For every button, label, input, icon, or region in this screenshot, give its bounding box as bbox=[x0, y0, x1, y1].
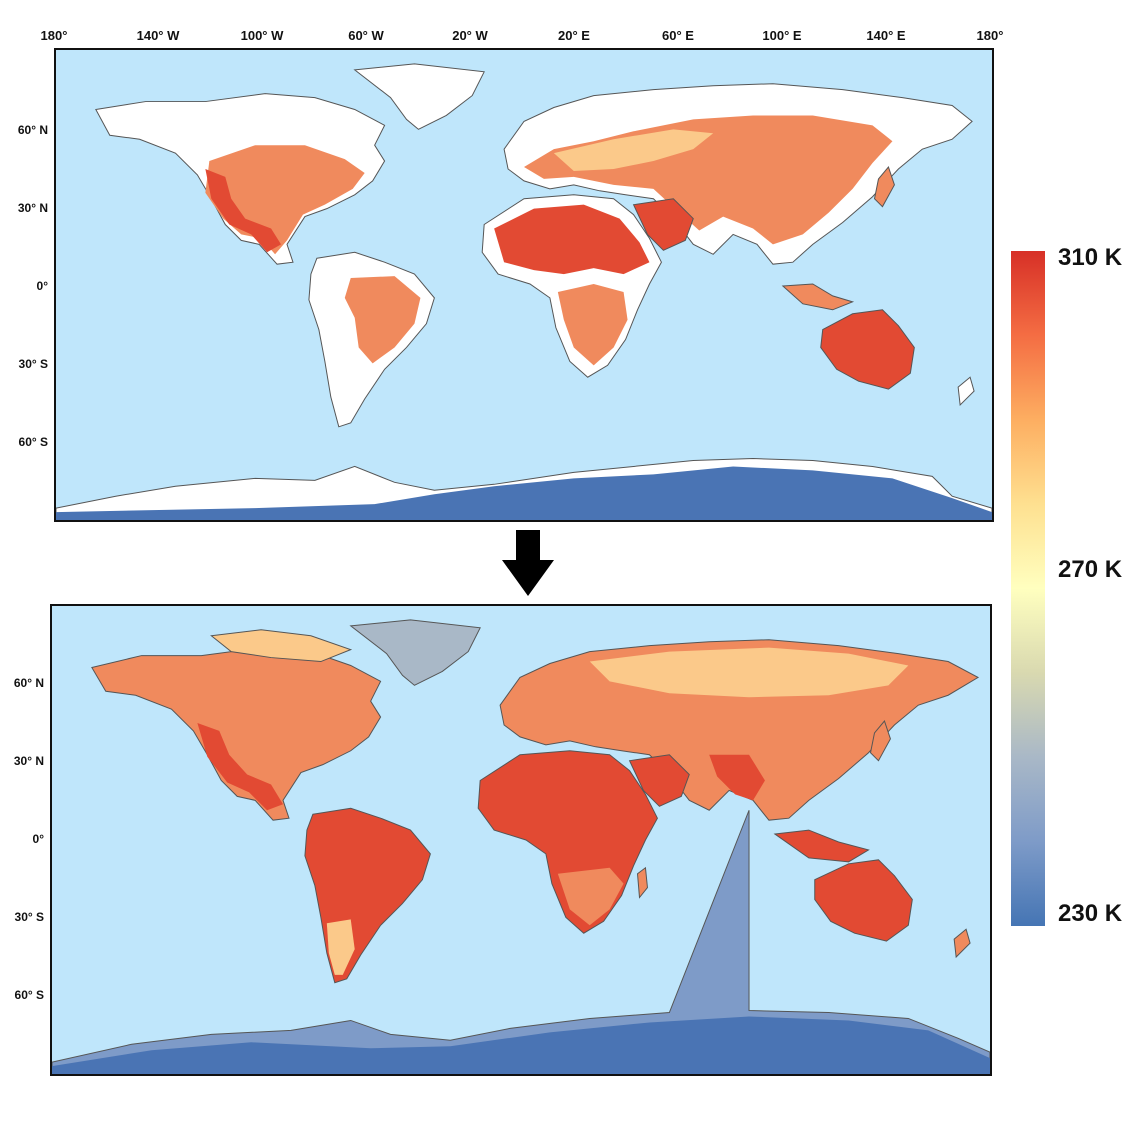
south-america-temp bbox=[344, 276, 421, 364]
legend-min-label: 230 K bbox=[1058, 900, 1123, 927]
japan bbox=[869, 720, 891, 762]
latitude-tick-label: 60° N bbox=[17, 123, 48, 137]
map-after-gap-filling bbox=[50, 604, 992, 1076]
longitude-tick-label: 140° E bbox=[866, 28, 906, 43]
latitude-tick-label: 30° N bbox=[17, 201, 48, 215]
greenland bbox=[349, 619, 481, 686]
down-arrow-icon bbox=[502, 530, 554, 596]
latitude-tick-label: 60° N bbox=[13, 676, 44, 690]
longitude-tick-label: 20° E bbox=[558, 28, 590, 43]
latitude-tick-label: 0° bbox=[32, 832, 44, 846]
legend-mid-label: 270 K bbox=[1058, 556, 1123, 583]
longitude-tick-label: 100° W bbox=[240, 28, 284, 43]
longitude-tick-label: 180° bbox=[40, 28, 68, 43]
longitude-tick-label: 20° W bbox=[452, 28, 488, 43]
longitude-tick-label: 60° W bbox=[348, 28, 384, 43]
longitude-tick-label: 100° E bbox=[762, 28, 802, 43]
latitude-tick-label: 30° N bbox=[13, 754, 44, 768]
temperature-colorbar bbox=[1011, 251, 1045, 926]
arabia bbox=[632, 198, 694, 251]
new-zealand bbox=[957, 376, 975, 407]
new-zealand bbox=[953, 928, 971, 959]
map-bottom-canvas bbox=[52, 606, 990, 1074]
africa-temp bbox=[557, 284, 628, 366]
africa-hot bbox=[494, 204, 650, 275]
latitude-tick-label: 0° bbox=[36, 279, 48, 293]
latitude-tick-label: 30° S bbox=[14, 910, 44, 924]
madagascar bbox=[636, 866, 648, 899]
north-america-hot bbox=[205, 168, 282, 253]
greenland bbox=[353, 63, 485, 130]
longitude-tick-label: 140° W bbox=[136, 28, 180, 43]
southern-africa bbox=[557, 867, 624, 926]
antarctica-cold bbox=[52, 1016, 990, 1074]
arabia bbox=[628, 754, 690, 807]
india-hot bbox=[709, 754, 765, 801]
map-before-gap-filling bbox=[54, 48, 994, 522]
legend-max-label: 310 K bbox=[1058, 244, 1123, 271]
patagonia bbox=[326, 919, 355, 975]
latitude-tick-label: 60° S bbox=[14, 988, 44, 1002]
southeast-asia-islands bbox=[773, 829, 870, 863]
japan bbox=[873, 166, 895, 208]
latitude-tick-label: 60° S bbox=[18, 435, 48, 449]
longitude-tick-label: 180° bbox=[976, 28, 1004, 43]
australia bbox=[814, 859, 913, 942]
map-top-canvas bbox=[56, 50, 992, 520]
longitude-tick-label: 60° E bbox=[662, 28, 694, 43]
siberia-mild bbox=[589, 647, 909, 698]
latitude-tick-label: 30° S bbox=[18, 357, 48, 371]
australia bbox=[820, 309, 915, 390]
southeast-asia-islands bbox=[781, 283, 855, 311]
eurasia-mild bbox=[553, 129, 714, 171]
north-america-hot bbox=[197, 723, 284, 811]
canada-arctic bbox=[210, 629, 353, 663]
antarctica-cold bbox=[56, 466, 992, 520]
